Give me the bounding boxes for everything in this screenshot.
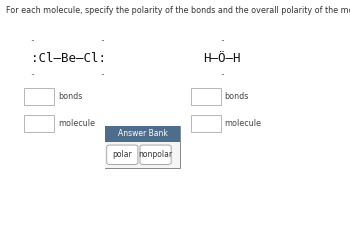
Text: ··: ·· [220,71,225,80]
FancyBboxPatch shape [105,126,180,142]
Text: polar: polar [112,150,132,159]
Text: bonds: bonds [225,92,249,101]
Text: nonpolar: nonpolar [139,150,173,159]
FancyBboxPatch shape [107,145,138,164]
Text: ··: ·· [100,71,105,80]
FancyBboxPatch shape [140,145,171,164]
Text: ··: ·· [30,71,35,80]
Text: molecule: molecule [225,119,262,128]
FancyBboxPatch shape [24,115,54,132]
FancyBboxPatch shape [105,142,180,168]
Text: ··: ·· [30,37,35,46]
Text: ··: ·· [220,37,225,46]
Text: Answer Bank: Answer Bank [118,129,168,138]
FancyBboxPatch shape [105,126,180,168]
Text: ··: ·· [100,37,105,46]
Text: :Cl—Be—Cl:: :Cl—Be—Cl: [31,52,106,65]
FancyBboxPatch shape [24,88,54,105]
Text: For each molecule, specify the polarity of the bonds and the overall polarity of: For each molecule, specify the polarity … [6,6,350,15]
FancyBboxPatch shape [191,115,220,132]
Text: bonds: bonds [58,92,82,101]
Text: molecule: molecule [58,119,95,128]
Text: H—Ö—H: H—Ö—H [203,52,241,65]
FancyBboxPatch shape [191,88,220,105]
